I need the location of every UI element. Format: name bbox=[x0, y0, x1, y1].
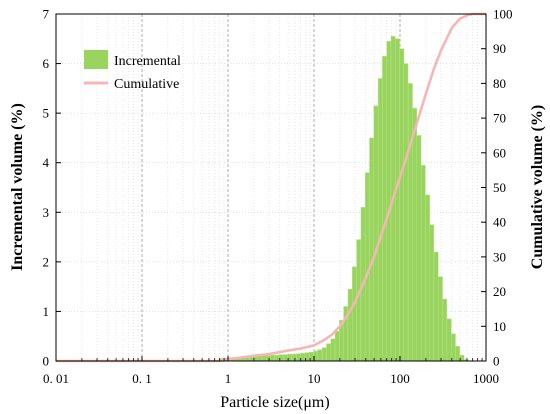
incremental-bar bbox=[261, 355, 267, 362]
incremental-bar bbox=[412, 107, 417, 362]
incremental-bar bbox=[283, 354, 288, 362]
incremental-bar bbox=[274, 354, 280, 362]
y-tick-label: 7 bbox=[43, 7, 50, 22]
y2-tick-label: 10 bbox=[493, 319, 506, 334]
y2-tick-label: 40 bbox=[493, 215, 506, 230]
incremental-bar bbox=[399, 48, 405, 362]
incremental-bar bbox=[450, 333, 456, 362]
incremental-bar bbox=[455, 345, 460, 362]
incremental-bars bbox=[218, 36, 469, 362]
incremental-bar bbox=[322, 347, 327, 362]
x-tick-label: 1 bbox=[225, 371, 232, 386]
incremental-bar bbox=[408, 83, 413, 362]
incremental-bar bbox=[395, 38, 400, 362]
y-tick-label: 3 bbox=[43, 205, 50, 220]
incremental-bar bbox=[330, 338, 336, 362]
incremental-bar bbox=[438, 276, 443, 362]
incremental-bar bbox=[257, 355, 263, 362]
incremental-bar bbox=[266, 355, 271, 362]
incremental-bar bbox=[433, 251, 439, 362]
y-tick-label: 5 bbox=[43, 106, 50, 121]
axis-ticks: 0. 01 0. 1 1 10 100 1000012345670102030405060… bbox=[43, 7, 513, 387]
incremental-bar bbox=[296, 353, 301, 362]
incremental-bar bbox=[386, 41, 392, 362]
incremental-bar bbox=[420, 164, 426, 362]
y-tick-label: 0 bbox=[43, 354, 50, 369]
incremental-bar bbox=[403, 63, 409, 362]
x-tick-label: 0. 1 bbox=[132, 371, 152, 386]
y2-tick-label: 100 bbox=[493, 7, 513, 22]
cumulative-series-line bbox=[56, 12, 486, 363]
incremental-bar bbox=[270, 354, 276, 362]
incremental-bar bbox=[425, 194, 430, 362]
incremental-bar bbox=[377, 78, 383, 362]
y2-tick-label: 60 bbox=[493, 145, 506, 160]
incremental-bar bbox=[382, 55, 387, 362]
y-tick-label: 2 bbox=[43, 254, 50, 269]
legend-swatch-incremental bbox=[84, 50, 108, 69]
y2-axis-title: Cumulative volume (%) bbox=[529, 105, 546, 269]
y2-tick-label: 90 bbox=[493, 41, 506, 56]
incremental-bar bbox=[416, 135, 422, 362]
x-axis-title: Particle size(μm) bbox=[220, 394, 329, 411]
y-tick-label: 1 bbox=[43, 304, 50, 319]
incremental-bar bbox=[334, 331, 340, 362]
incremental-bar bbox=[317, 349, 323, 362]
incremental-bar bbox=[352, 266, 357, 362]
grid-lines bbox=[55, 14, 486, 361]
y2-tick-label: 30 bbox=[493, 249, 506, 264]
x-tick-label: 100 bbox=[390, 371, 410, 386]
incremental-bar bbox=[291, 353, 297, 362]
incremental-bar bbox=[347, 288, 353, 362]
legend-label-incremental: Incremental bbox=[114, 54, 181, 69]
y2-tick-label: 80 bbox=[493, 76, 506, 91]
legend: Incremental Cumulative bbox=[84, 50, 181, 92]
y2-tick-label: 0 bbox=[493, 354, 500, 369]
y-tick-label: 4 bbox=[43, 155, 50, 170]
cumulative-line bbox=[56, 12, 486, 363]
y2-tick-label: 50 bbox=[493, 180, 506, 195]
incremental-bar bbox=[373, 105, 379, 362]
y2-tick-label: 70 bbox=[493, 111, 506, 126]
x-tick-label: 0. 01 bbox=[43, 371, 69, 386]
incremental-bar bbox=[300, 352, 306, 362]
x-tick-label: 10 bbox=[308, 371, 321, 386]
incremental-bar bbox=[326, 343, 331, 362]
incremental-bar bbox=[446, 318, 452, 362]
legend-label-cumulative: Cumulative bbox=[114, 77, 179, 92]
y2-tick-label: 20 bbox=[493, 284, 506, 299]
x-tick-label: 1000 bbox=[473, 371, 499, 386]
incremental-bar bbox=[442, 298, 448, 362]
incremental-bar bbox=[429, 224, 435, 362]
y-axis-title: Incremental volume (%) bbox=[9, 103, 26, 271]
incremental-bar bbox=[369, 137, 374, 362]
y-tick-label: 6 bbox=[43, 56, 50, 71]
